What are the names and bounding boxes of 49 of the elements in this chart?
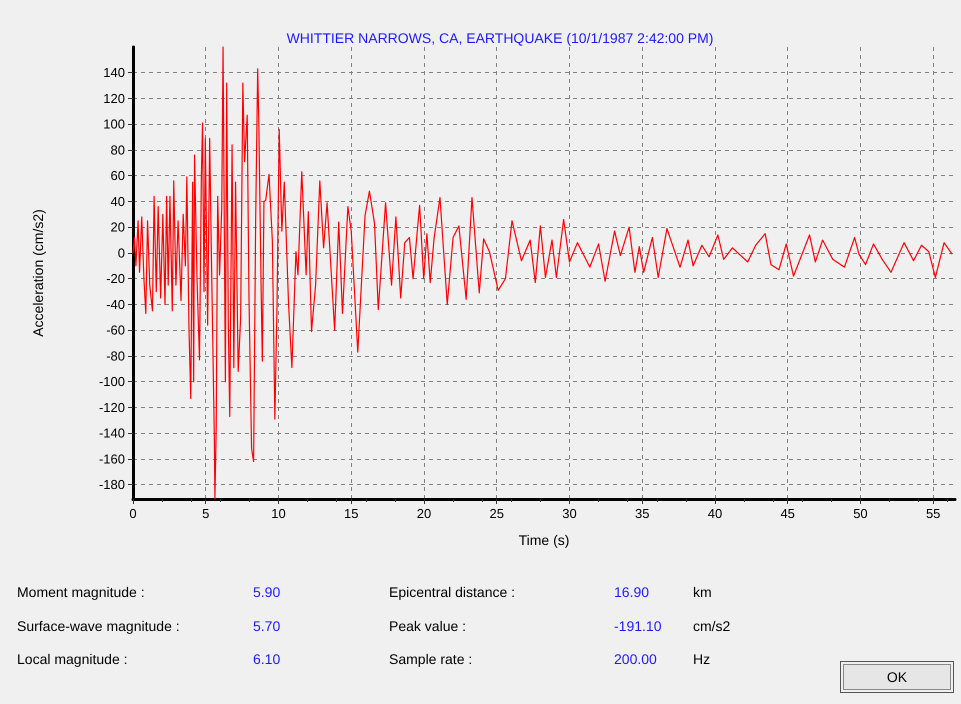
text: Local magnitude : [17, 651, 128, 667]
x-tick-label: 35 [634, 506, 650, 521]
x-tick-label: 55 [926, 506, 940, 521]
x-tick-label: 10 [271, 506, 286, 521]
x-tick-label: 25 [489, 506, 504, 521]
text: 16.90 [614, 584, 650, 600]
x-tick-label: 0 [129, 506, 137, 521]
x-tick-label: 40 [708, 506, 722, 521]
text: Surface-wave magnitude : [17, 618, 180, 634]
chart-title: WHITTIER NARROWS, CA, EARTHQUAKE (10/1/1987 2:42:00 PM) [286, 30, 714, 46]
y-tick-label: 40 [110, 194, 125, 209]
x-tick-label: 30 [562, 506, 577, 521]
text: Peak value : [389, 618, 466, 634]
text: Epicentral distance : [389, 584, 516, 600]
text: Sample rate : [389, 651, 472, 667]
text: 200.00 [614, 651, 657, 667]
y-tick-label: 140 [103, 65, 125, 80]
y-tick-label: -140 [98, 426, 125, 441]
x-axis-title: Time (s) [518, 532, 570, 548]
text: km [693, 584, 712, 600]
y-tick-label: -80 [106, 348, 125, 364]
text: 5.90 [253, 584, 280, 600]
x-tick-label: 20 [416, 506, 432, 521]
text: -191.10 [614, 618, 662, 634]
y-axis-title: Acceleration (cm/s2) [30, 209, 46, 337]
y-tick-label: -100 [98, 374, 125, 390]
text: Hz [693, 651, 710, 667]
y-tick-label: -60 [106, 322, 125, 338]
y-tick-label: -160 [98, 451, 125, 466]
y-tick-label: -120 [98, 400, 125, 415]
y-tick-label: 120 [103, 90, 125, 106]
x-tick-label: 5 [202, 506, 210, 521]
text: 5.70 [253, 618, 280, 634]
y-tick-label: -180 [98, 477, 125, 492]
x-tick-label: 50 [853, 506, 868, 521]
text: OK [886, 669, 908, 685]
y-tick-label: 60 [110, 168, 125, 184]
line-series [132, 46, 953, 500]
text: cm/s2 [693, 618, 730, 634]
y-tick-label: -40 [106, 296, 125, 312]
x-tick-label: 45 [780, 506, 795, 521]
text: 6.10 [253, 651, 280, 667]
x-tick-label: 15 [344, 506, 358, 521]
y-tick-label: 0 [118, 245, 125, 260]
y-tick-label: 80 [110, 142, 125, 158]
text: Moment magnitude : [17, 584, 145, 600]
y-tick-label: -20 [106, 271, 125, 286]
y-tick-label: 20 [110, 220, 125, 235]
y-tick-label: 100 [103, 116, 125, 132]
